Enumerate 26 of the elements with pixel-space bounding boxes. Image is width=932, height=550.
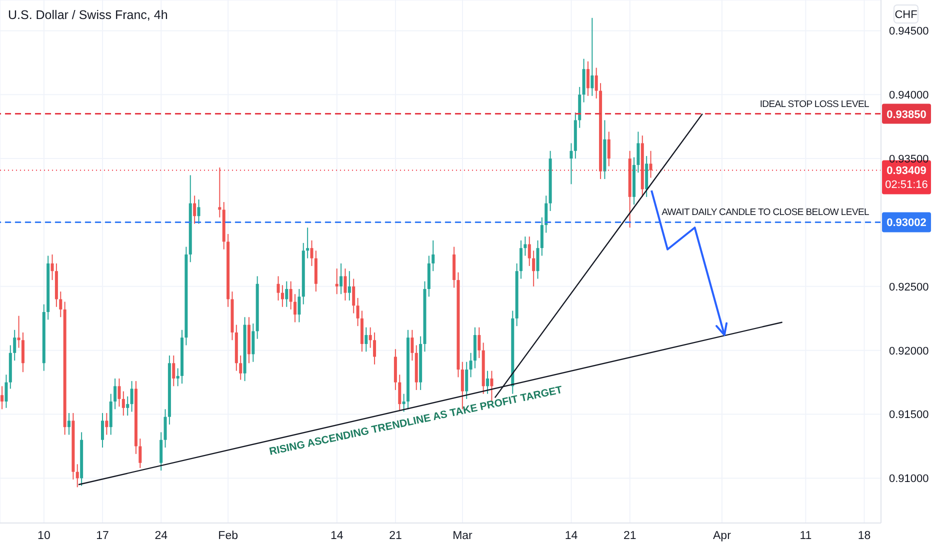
x-tick-label: 10 — [38, 530, 50, 542]
text: 0.93850 — [886, 108, 926, 121]
x-tick-label: 21 — [623, 530, 636, 542]
text: U.S. Dollar / Swiss Franc, 4h — [8, 8, 168, 22]
y-tick-label: 0.92000 — [889, 345, 929, 358]
text: 0.93002 — [886, 217, 926, 230]
y-tick-label: 0.91000 — [889, 473, 929, 486]
x-tick-label: Apr — [713, 530, 732, 542]
x-tick-label: 21 — [389, 530, 402, 542]
text: 02:51:16 — [885, 179, 928, 192]
y-tick-label: 0.94000 — [889, 90, 929, 102]
x-tick-label: Mar — [452, 530, 473, 542]
x-tick-label: 14 — [564, 530, 578, 542]
y-tick-label: 0.92500 — [889, 281, 929, 294]
y-tick-label: 0.94500 — [889, 26, 929, 38]
ref-line-label: AWAIT DAILY CANDLE TO CLOSE BELOW LEVEL — [662, 207, 870, 218]
x-tick-label: 11 — [800, 530, 812, 542]
x-tick-label: 24 — [154, 530, 168, 542]
x-tick-label: 17 — [96, 530, 109, 542]
ref-line-label: IDEAL STOP LOSS LEVEL — [760, 98, 870, 110]
y-axis-title: CHF — [894, 9, 918, 21]
x-tick-label: Feb — [218, 530, 238, 542]
y-tick-label: 0.91500 — [889, 409, 929, 422]
x-tick-label: 18 — [858, 530, 871, 542]
text: 0.93409 — [886, 165, 926, 178]
x-tick-label: 14 — [330, 530, 344, 542]
